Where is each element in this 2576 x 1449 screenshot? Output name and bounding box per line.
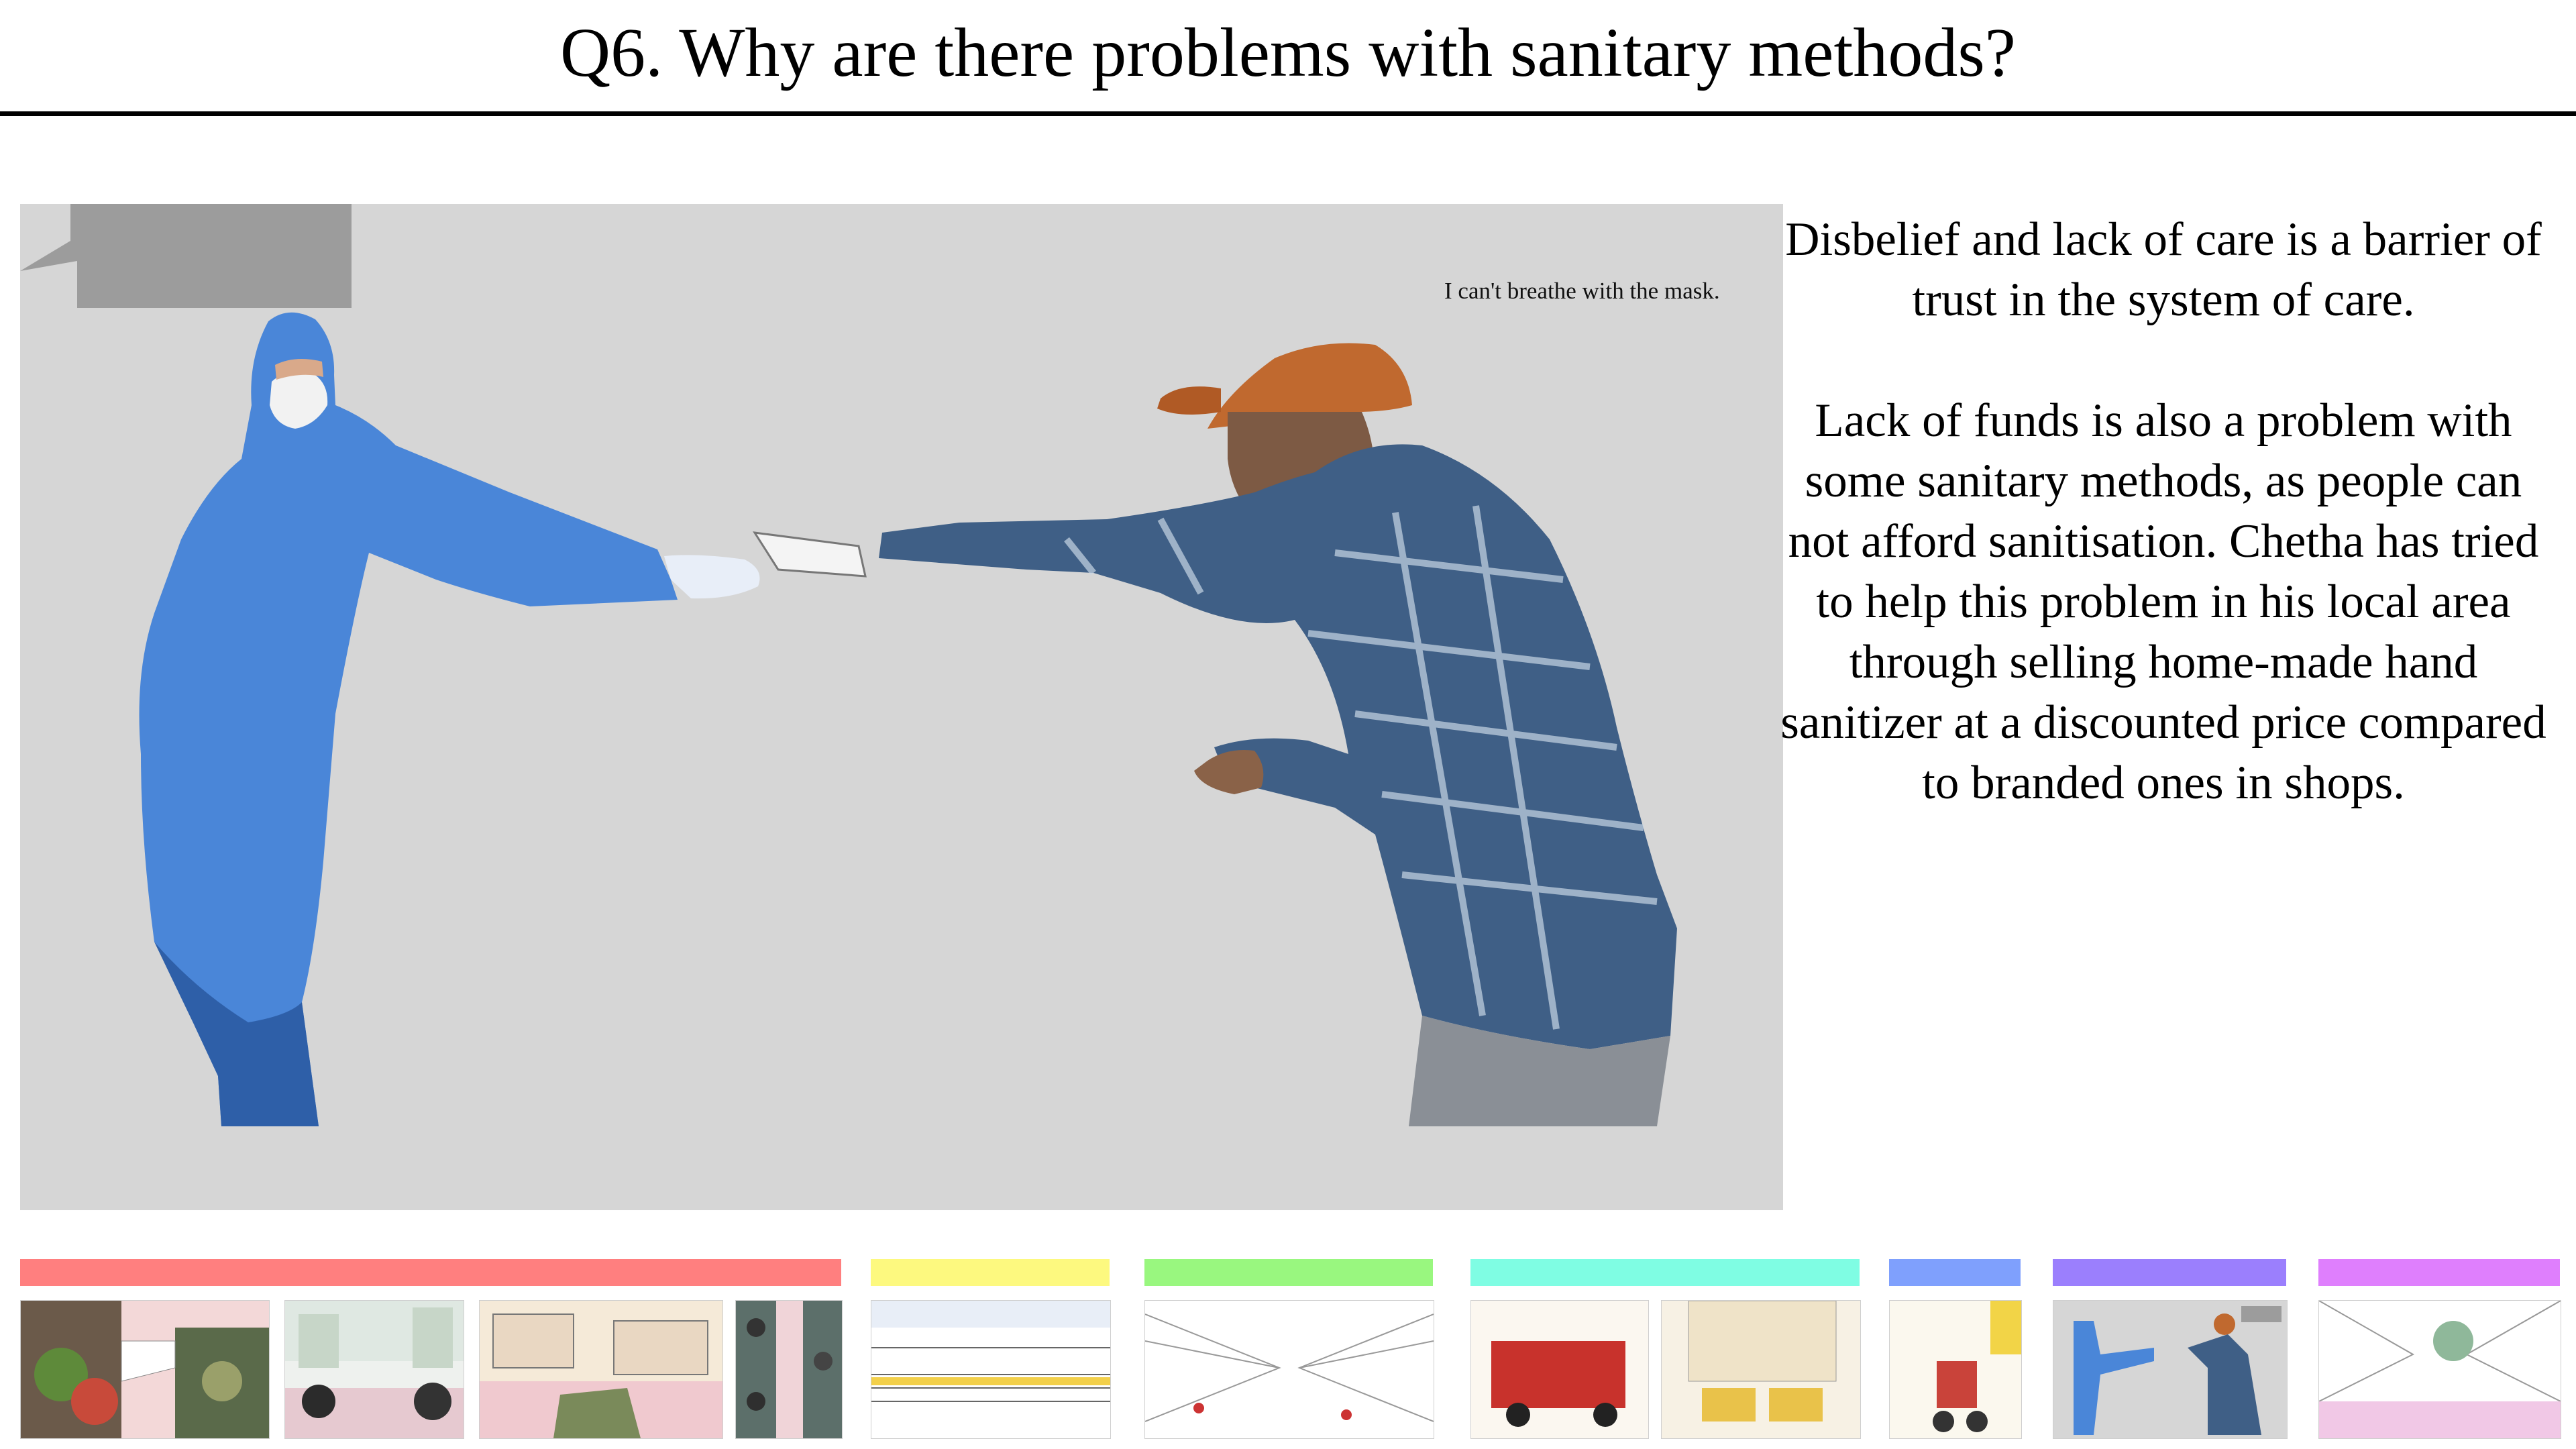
thumbnail-tuktuks-corner[interactable] [1661,1300,1861,1439]
timeline-bar-1 [20,1259,841,1286]
street-perspective-sketch-image [1145,1301,1434,1438]
thumbnail-street-motorbikes[interactable] [284,1300,464,1439]
timeline-bar-2 [871,1259,1110,1286]
motorbike-rider-image [1890,1301,2021,1438]
shop-facade-sketch-image [871,1301,1110,1438]
mask-handover-image [2053,1301,2287,1438]
speech-bubble-text: I can't breathe with the mask. [1444,278,1720,304]
thumbnail-market-scene[interactable] [20,1300,270,1439]
thumbnail-aerial-crowd[interactable] [735,1300,843,1439]
red-tuktuk-image [1471,1301,1648,1438]
ppe-worker-figure [139,312,760,1126]
street-green-sketch-image [2319,1301,2561,1438]
market-stalls-image [480,1301,722,1438]
thumbnail-market-stalls[interactable] [479,1300,723,1439]
speech-bubble [20,204,352,308]
thumbnail-red-tuktuk[interactable] [1470,1300,1649,1439]
illustration-panel: I can't breathe with the mask. [20,204,1783,1210]
paragraph-trust: Disbelief and lack of care is a barrier … [1785,213,2542,326]
timeline-bar-4 [1470,1259,1860,1286]
man-in-cap-figure [879,343,1677,1126]
tuktuks-corner-image [1662,1301,1860,1438]
thumbnail-street-perspective-sketch[interactable] [1144,1300,1434,1439]
timeline-bar-5 [1889,1259,2021,1286]
thumbnail-shop-facade-sketch[interactable] [871,1300,1111,1439]
timeline-bar-6 [2053,1259,2286,1286]
illustration-figures [139,312,1677,1126]
thumbnail-mask-handover[interactable] [2053,1300,2288,1439]
thumbnail-motorbike-rider[interactable] [1889,1300,2022,1439]
timeline-bar-7 [2318,1259,2560,1286]
explanation-text: Disbelief and lack of care is a barrier … [1778,209,2549,873]
aerial-crowd-image [736,1301,842,1438]
slide-title: Q6. Why are there problems with sanitary… [560,14,2016,91]
market-scene-image [21,1301,269,1438]
thumbnail-street-green-sketch[interactable] [2318,1300,2561,1439]
title-divider [0,111,2576,116]
timeline-bar-3 [1144,1259,1433,1286]
paragraph-funds: Lack of funds is also a problem with som… [1780,394,2546,809]
handed-package [753,531,867,578]
street-motorbikes-image [285,1301,464,1438]
